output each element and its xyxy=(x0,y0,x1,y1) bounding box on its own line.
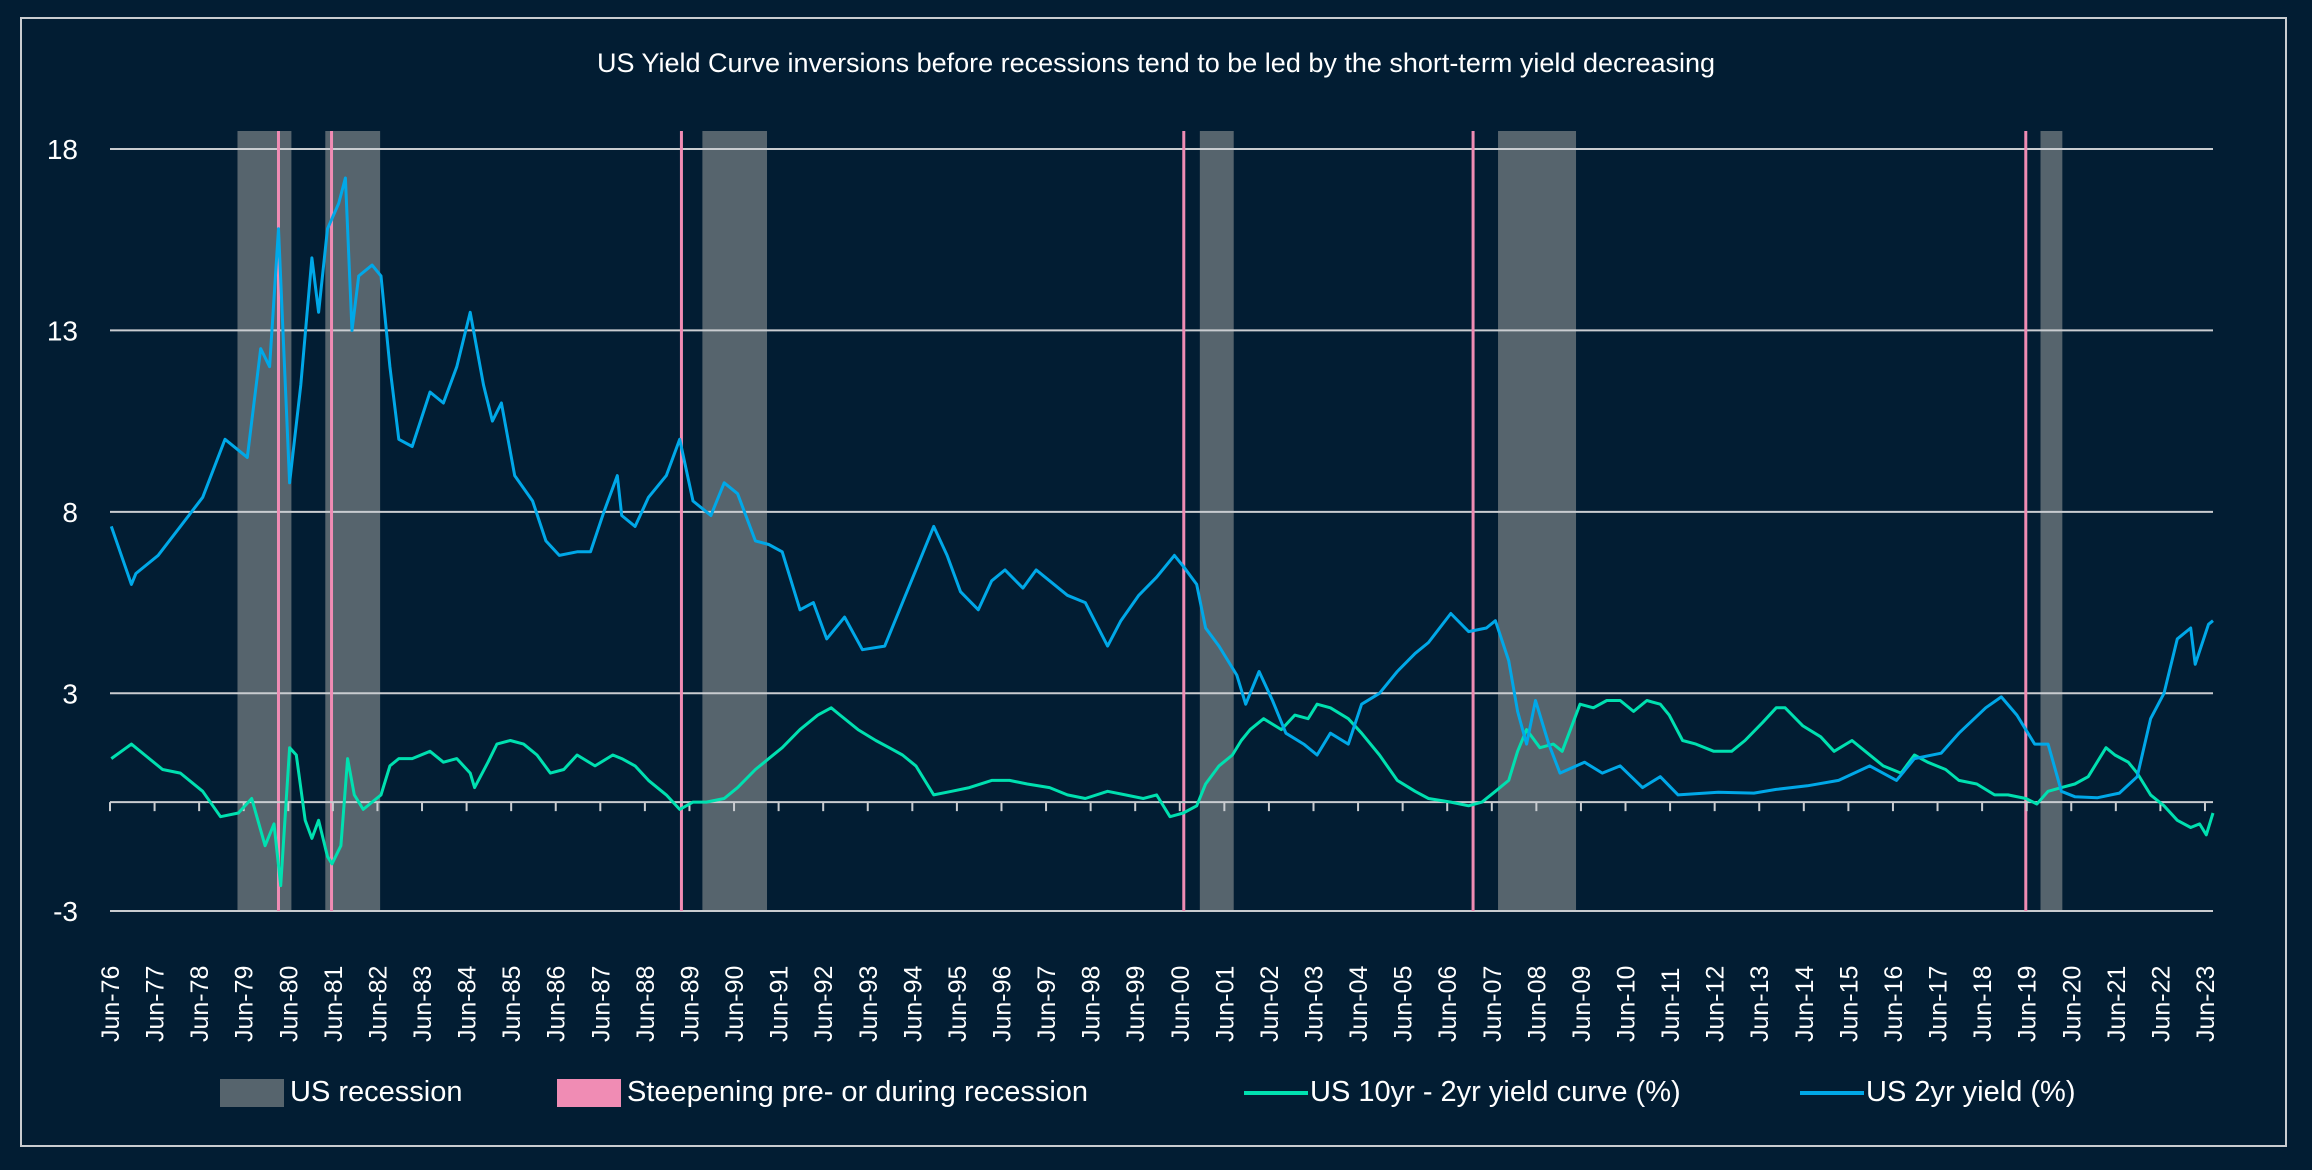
x-tick-label: Jun-18 xyxy=(1969,966,1997,1042)
x-tick-label: Jun-10 xyxy=(1613,966,1641,1042)
recession-band xyxy=(2040,131,2063,911)
y-tick-label: 18 xyxy=(47,134,78,165)
x-tick-label: Jun-93 xyxy=(855,966,883,1042)
x-tick-label: Jun-77 xyxy=(142,966,170,1042)
x-tick-label: Jun-82 xyxy=(364,966,392,1042)
x-tick-label: Jun-85 xyxy=(498,966,526,1042)
x-tick-label: Jun-94 xyxy=(899,965,927,1042)
x-tick-label: Jun-01 xyxy=(1211,966,1239,1042)
x-tick-label: Jun-11 xyxy=(1657,967,1685,1042)
x-tick-label: Jun-92 xyxy=(810,966,838,1042)
x-tick-label: Jun-00 xyxy=(1167,966,1195,1042)
x-tick-label: Jun-20 xyxy=(2058,966,2086,1042)
legend-item-steepening: Steepening pre- or during recession xyxy=(557,1076,1088,1109)
chart-frame xyxy=(20,17,2287,1147)
y-tick-label: 3 xyxy=(62,678,78,709)
legend-item-yield2y: US 2yr yield (%) xyxy=(1800,1076,2076,1109)
x-tick-label: Jun-03 xyxy=(1300,966,1328,1042)
x-tick-label: Jun-04 xyxy=(1345,965,1373,1042)
recession-band xyxy=(1498,131,1577,911)
legend-item-spread: US 10yr - 2yr yield curve (%) xyxy=(1244,1076,1681,1109)
x-tick-label: Jun-81 xyxy=(320,966,348,1042)
legend: US recession Steepening pre- or during r… xyxy=(0,1076,2312,1116)
x-tick-label: Jun-88 xyxy=(632,966,660,1042)
legend-swatch-recession xyxy=(220,1078,284,1107)
x-tick-label: Jun-07 xyxy=(1479,966,1507,1042)
recession-band xyxy=(1199,131,1234,911)
legend-label: US 2yr yield (%) xyxy=(1866,1076,2076,1108)
recession-band xyxy=(237,131,292,911)
x-tick-label: Jun-19 xyxy=(2014,966,2042,1042)
x-tick-label: Jun-08 xyxy=(1523,966,1551,1042)
x-tick-label: Jun-79 xyxy=(231,966,259,1042)
x-tick-label: Jun-15 xyxy=(1835,966,1863,1042)
y-tick-label: 13 xyxy=(47,315,78,346)
legend-label: US recession xyxy=(290,1076,463,1108)
x-tick-label: Jun-99 xyxy=(1122,966,1150,1042)
series-spread-line xyxy=(110,699,2215,888)
x-tick-label: Jun-90 xyxy=(721,966,749,1042)
x-tick-label: Jun-23 xyxy=(2192,966,2220,1042)
legend-swatch-yield2y xyxy=(1800,1090,1864,1095)
x-tick-label: Jun-87 xyxy=(587,966,615,1042)
y-tick-label: -3 xyxy=(53,896,78,927)
legend-swatch-spread xyxy=(1244,1090,1308,1095)
x-tick-label: Jun-14 xyxy=(1791,965,1819,1042)
x-tick-label: Jun-86 xyxy=(543,966,571,1042)
x-tick-label: Jun-06 xyxy=(1434,966,1462,1042)
x-tick-label: Jun-83 xyxy=(409,966,437,1042)
x-tick-label: Jun-98 xyxy=(1078,966,1106,1042)
x-tick-label: Jun-76 xyxy=(97,966,125,1042)
x-tick-label: Jun-17 xyxy=(1925,966,1953,1042)
x-tick-label: Jun-80 xyxy=(275,966,303,1042)
x-tick-label: Jun-05 xyxy=(1390,966,1418,1042)
x-tick-label: Jun-97 xyxy=(1033,966,1061,1042)
x-tick-label: Jun-09 xyxy=(1568,966,1596,1042)
legend-swatch-steepening xyxy=(557,1078,621,1107)
x-tick-label: Jun-84 xyxy=(454,965,482,1042)
x-tick-label: Jun-95 xyxy=(944,966,972,1042)
chart-title: US Yield Curve inversions before recessi… xyxy=(596,48,1716,78)
legend-item-recession: US recession xyxy=(220,1076,462,1109)
series-2yr-yield-line xyxy=(109,176,2214,800)
x-tick-label: Jun-91 xyxy=(766,966,794,1042)
x-tick-label: Jun-12 xyxy=(1702,966,1730,1042)
x-tick-label: Jun-78 xyxy=(186,966,214,1042)
x-tick-label: Jun-02 xyxy=(1256,966,1284,1042)
x-tick-label: Jun-13 xyxy=(1746,966,1774,1042)
x-tick-label: Jun-89 xyxy=(676,966,704,1042)
x-tick-label: Jun-16 xyxy=(1880,966,1908,1042)
x-tick-label: Jun-96 xyxy=(988,966,1016,1042)
x-tick-label: Jun-21 xyxy=(2103,966,2131,1042)
y-tick-label: 8 xyxy=(62,497,78,528)
x-tick-label: Jun-22 xyxy=(2147,966,2175,1042)
recession-band xyxy=(702,131,768,911)
legend-label: US 10yr - 2yr yield curve (%) xyxy=(1310,1076,1681,1108)
legend-label: Steepening pre- or during recession xyxy=(627,1076,1089,1108)
